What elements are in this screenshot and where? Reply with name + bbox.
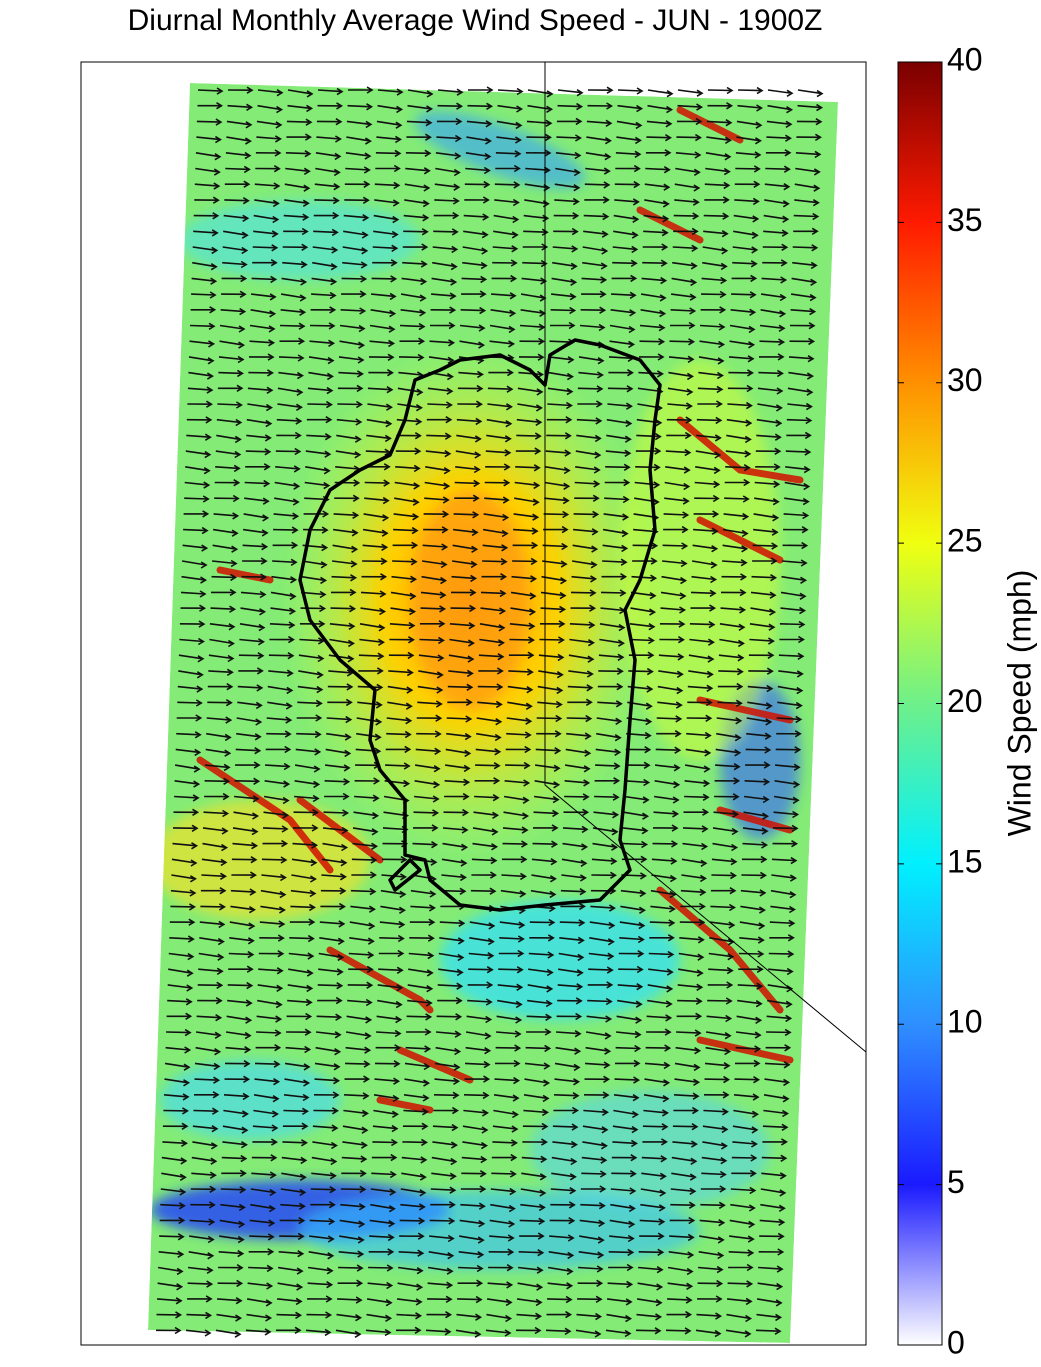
colorbar-tick-label: 40: [947, 41, 983, 77]
colorbar-label: Wind Speed (mph): [1001, 570, 1037, 837]
colorbar-tick-label: 20: [947, 683, 983, 719]
colorbar-tick-label: 10: [947, 1004, 983, 1040]
colorbar: [897, 61, 943, 1346]
colorbar-tick-label: 5: [947, 1164, 965, 1200]
colorbar-tick-label: 15: [947, 843, 983, 879]
field-patches: [150, 111, 800, 1270]
title: Diurnal Monthly Average Wind Speed - JUN…: [128, 4, 823, 37]
colorbar-tick-label: 0: [947, 1324, 965, 1360]
state-border: [544, 62, 867, 1053]
colorbar-tick-label: 30: [947, 362, 983, 398]
colorbar-tick-label: 35: [947, 202, 983, 238]
wind-arrows: [155, 86, 824, 1338]
lake-outline: [298, 338, 662, 912]
colorbar-tick-label: 25: [947, 523, 983, 559]
wind-field: [148, 83, 838, 1343]
